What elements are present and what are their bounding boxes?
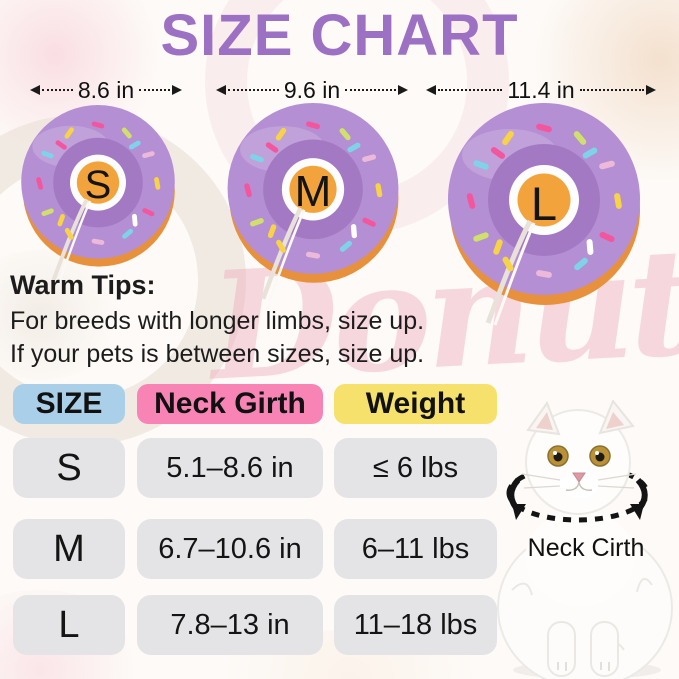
dotted-line <box>579 89 645 91</box>
dotted-line <box>139 89 171 91</box>
measure-large: 11.4 in <box>426 76 657 103</box>
measure-label-large: 11.4 in <box>507 76 575 103</box>
arrow-right-icon <box>172 85 183 95</box>
donut-size-letter-m: M <box>294 167 332 216</box>
measure-label-medium: 9.6 in <box>283 76 341 103</box>
table-cell-neck-l: 7.8–13 in <box>137 595 323 655</box>
arrow-left-icon <box>426 85 436 95</box>
arrow-right-icon <box>398 85 409 95</box>
table-cell-weight-m: 6–11 lbs <box>334 519 497 579</box>
dotted-line <box>345 89 397 91</box>
dotted-line <box>228 89 279 91</box>
donut-size-letter-l: L <box>530 177 558 230</box>
table-cell-size-s: S <box>13 438 125 498</box>
arrow-left-icon <box>30 85 40 95</box>
table-cell-neck-s: 5.1–8.6 in <box>137 438 323 498</box>
table-cell-size-l: L <box>13 595 125 655</box>
warm-tips-heading: Warm Tips: <box>10 270 156 300</box>
table-cell-size-m: M <box>13 519 125 579</box>
arrow-left-icon <box>216 85 226 95</box>
table-header-neck-girth: Neck Girth <box>137 384 323 424</box>
warm-tips-line-1: For breeds with longer limbs, size up. <box>10 307 425 335</box>
measure-label-small: 8.6 in <box>77 76 135 103</box>
dotted-line <box>438 89 503 91</box>
warm-tips-line-2: If your pets is between sizes, size up. <box>10 340 425 368</box>
arrow-right-icon <box>646 85 657 95</box>
table-cell-weight-s: ≤ 6 lbs <box>334 438 497 498</box>
measure-small: 8.6 in <box>30 76 183 103</box>
donut-size-letter-s: S <box>84 163 112 207</box>
measure-medium: 9.6 in <box>216 76 409 103</box>
dotted-line <box>42 89 73 91</box>
table-header-size: SIZE <box>13 384 125 424</box>
cat-photo <box>497 400 673 679</box>
neck-girth-annotation: Neck Cirth <box>527 534 645 562</box>
table-header-weight: Weight <box>334 384 497 424</box>
page-title: SIZE CHART <box>160 3 519 68</box>
table-cell-neck-m: 6.7–10.6 in <box>137 519 323 579</box>
table-cell-weight-l: 11–18 lbs <box>334 595 497 655</box>
